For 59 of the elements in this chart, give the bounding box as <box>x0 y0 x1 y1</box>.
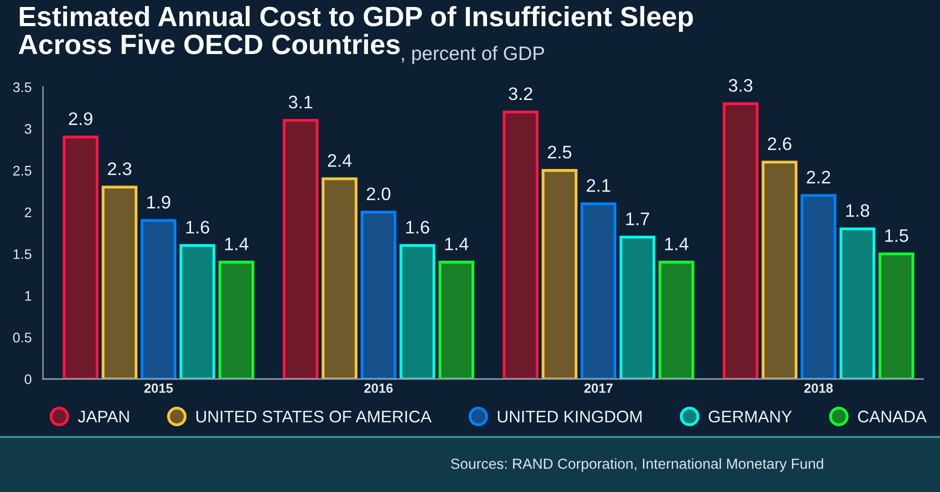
bar <box>282 118 319 379</box>
bar <box>840 227 876 379</box>
data-label: 3.1 <box>288 96 312 108</box>
bar <box>800 194 836 379</box>
data-label: 1.5 <box>885 229 908 242</box>
y-tick-label: 2 <box>24 207 32 218</box>
data-label: 2.0 <box>366 187 390 200</box>
bar <box>218 260 254 379</box>
data-label: 3.3 <box>728 79 752 92</box>
bar <box>620 236 656 379</box>
y-tick-label: 3 <box>24 124 32 134</box>
y-tick-label: 3.5 <box>13 82 32 92</box>
x-tick-label: 2017 <box>584 384 613 393</box>
data-label: 2.5 <box>548 146 572 159</box>
bar <box>878 252 914 379</box>
data-label: 1.6 <box>186 220 210 234</box>
data-label: 2.6 <box>768 137 792 150</box>
bar <box>658 260 694 379</box>
data-label: 1.8 <box>846 204 870 217</box>
y-tick-label: 1.5 <box>14 249 32 260</box>
legend-label: JAPAN <box>78 410 129 422</box>
data-label: 1.4 <box>445 238 468 250</box>
legend-label: CANADA <box>858 410 927 422</box>
data-label: 2.9 <box>68 112 92 126</box>
bar <box>762 160 798 379</box>
y-tick-label: 0.5 <box>13 332 32 342</box>
data-label: 1.7 <box>626 212 650 226</box>
bar <box>180 244 216 379</box>
source-note: Sources: RAND Corporation, International Monetary Fund <box>451 458 824 472</box>
chart-subtitle: , percent of GDP <box>402 46 544 64</box>
data-label: 2.2 <box>806 170 830 184</box>
data-label: 1.9 <box>147 196 170 209</box>
y-tick-label: 2.5 <box>13 166 32 176</box>
data-label: 1.4 <box>225 238 248 250</box>
data-label: 3.2 <box>508 87 532 100</box>
bar <box>140 219 176 379</box>
legend-label: GERMANY <box>708 410 792 422</box>
data-label: 2.4 <box>328 154 352 167</box>
data-label: 1.4 <box>665 238 688 250</box>
data-label: 2.3 <box>108 162 132 176</box>
bar <box>502 110 539 379</box>
bar <box>360 210 396 379</box>
bar <box>542 169 578 379</box>
x-tick-label: 2016 <box>364 384 393 393</box>
data-label: 1.6 <box>406 220 430 234</box>
bar <box>580 202 616 379</box>
bar <box>722 102 759 379</box>
x-tick-label: 2018 <box>804 384 833 393</box>
data-label: 2.1 <box>586 179 610 192</box>
legend-label: UNITED STATES OF AMERICA <box>196 410 432 422</box>
bar <box>400 244 436 379</box>
bar <box>62 136 99 379</box>
y-tick-label: 0 <box>24 374 32 384</box>
y-tick-label: 1 <box>25 291 32 301</box>
bar <box>322 177 358 379</box>
bar <box>438 260 474 379</box>
x-tick-label: 2015 <box>144 384 173 393</box>
legend-label: UNITED KINGDOM <box>498 410 642 422</box>
bar <box>102 186 138 379</box>
